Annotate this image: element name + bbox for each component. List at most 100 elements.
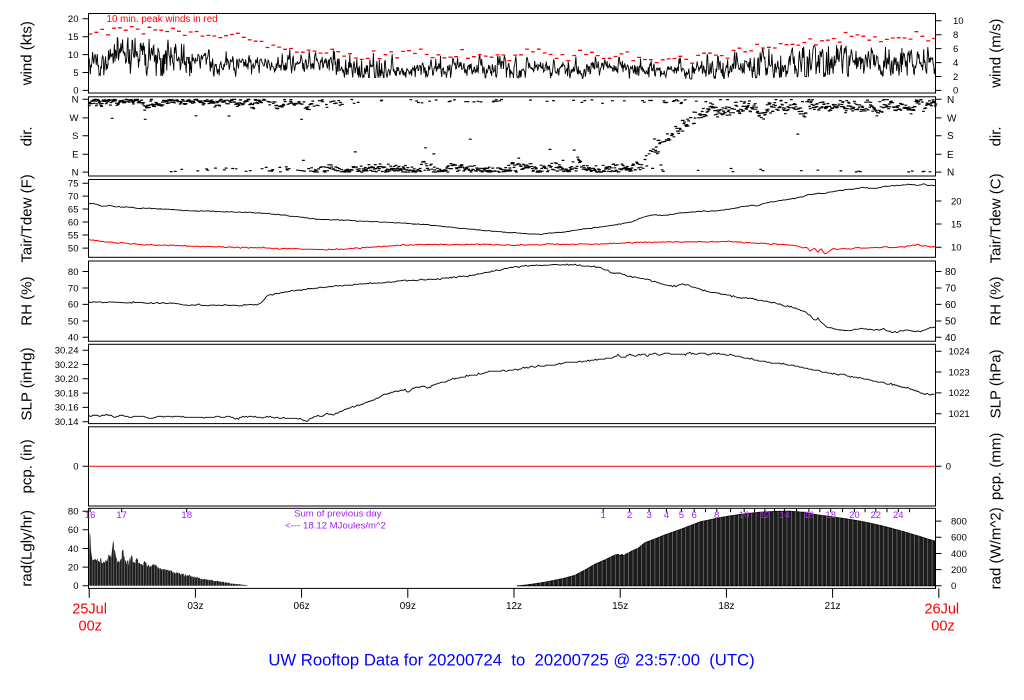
svg-text:10 min. peak winds in red: 10 min. peak winds in red [107,14,218,25]
svg-text:30.20: 30.20 [55,374,79,385]
svg-text:09z: 09z [400,601,416,612]
svg-text:24: 24 [893,510,904,521]
svg-text:18z: 18z [718,601,734,612]
svg-text:60: 60 [68,217,79,228]
svg-text:UW Rooftop Data for 20200724: UW Rooftop Data for 20200724 to 20200725… [268,651,754,670]
svg-text:2: 2 [953,72,958,83]
svg-text:60: 60 [945,300,957,311]
svg-text:16: 16 [804,510,815,521]
svg-text:4: 4 [664,510,669,521]
svg-text:5: 5 [679,510,684,521]
svg-text:50: 50 [68,243,79,254]
svg-text:N: N [72,167,79,178]
svg-text:dir.: dir. [988,126,1005,146]
svg-text:400: 400 [951,549,967,560]
svg-text:E: E [72,150,78,161]
svg-text:00z: 00z [931,619,954,635]
svg-text:Tair/Tdew (F): Tair/Tdew (F) [19,174,36,262]
svg-text:30.24: 30.24 [55,346,79,357]
svg-text:25Jul: 25Jul [72,602,107,618]
svg-text:pcp. (in): pcp. (in) [19,439,36,493]
svg-text:14: 14 [779,510,790,521]
svg-text:70: 70 [68,283,79,294]
svg-text:40: 40 [68,544,79,555]
svg-text:00z: 00z [79,619,102,635]
svg-text:pcp. (mm): pcp. (mm) [988,433,1005,501]
svg-text:18: 18 [181,510,192,521]
svg-text:RH (%): RH (%) [19,277,36,326]
svg-text:10: 10 [739,510,750,521]
svg-text:3: 3 [646,510,651,521]
svg-text:17: 17 [116,510,127,521]
svg-text:22: 22 [871,510,882,521]
svg-text:5: 5 [73,68,78,79]
svg-text:10: 10 [951,243,962,254]
svg-text:1: 1 [601,510,606,521]
svg-text:Sum of previous day: Sum of previous day [294,509,382,520]
svg-text:10: 10 [68,50,79,61]
svg-text:15: 15 [68,32,79,43]
svg-text:50: 50 [945,317,957,328]
svg-text:18: 18 [825,510,836,521]
svg-text:600: 600 [951,533,967,544]
svg-text:N: N [72,95,79,106]
svg-text:65: 65 [68,204,79,215]
svg-text:40: 40 [68,333,79,344]
svg-text:S: S [72,131,78,142]
svg-text:60: 60 [68,525,79,536]
svg-text:70: 70 [68,191,79,202]
svg-text:75: 75 [68,179,79,190]
svg-text:03z: 03z [187,601,203,612]
svg-text:80: 80 [68,267,79,278]
svg-text:12z: 12z [506,601,522,612]
svg-text:1024: 1024 [949,347,970,358]
svg-text:21z: 21z [825,601,841,612]
svg-text:wind (m/s): wind (m/s) [988,19,1005,89]
svg-text:E: E [947,150,954,161]
svg-text:N: N [947,95,954,106]
svg-text:W: W [947,113,957,124]
svg-text:S: S [947,131,954,142]
svg-text:8: 8 [953,30,958,41]
svg-text:800: 800 [951,516,967,527]
svg-text:20: 20 [68,14,79,25]
svg-text:0: 0 [953,86,958,97]
svg-text:1021: 1021 [949,409,970,420]
svg-text:30.18: 30.18 [55,388,79,399]
svg-text:6: 6 [953,44,958,55]
svg-text:80: 80 [68,507,79,518]
svg-text:2: 2 [627,510,632,521]
svg-text:<--- 18.12 MJoules/m^2: <--- 18.12 MJoules/m^2 [285,520,386,531]
svg-text:1022: 1022 [949,388,970,399]
svg-text:SLP (inHg): SLP (inHg) [19,347,36,420]
svg-text:26Jul: 26Jul [924,602,959,618]
svg-text:8: 8 [714,510,719,521]
svg-text:SLP (hPa): SLP (hPa) [988,349,1005,418]
svg-text:0: 0 [73,86,78,97]
svg-text:40: 40 [945,333,957,344]
svg-text:30.22: 30.22 [55,360,79,371]
svg-text:30.16: 30.16 [55,403,79,414]
svg-text:0: 0 [951,581,956,592]
svg-text:dir.: dir. [19,126,36,146]
svg-text:60: 60 [68,300,79,311]
svg-text:6: 6 [692,510,697,521]
svg-text:50: 50 [68,316,79,327]
svg-text:16: 16 [85,510,96,521]
svg-text:10: 10 [953,16,964,27]
svg-text:wind (kts): wind (kts) [19,21,36,86]
svg-text:20: 20 [951,196,962,207]
svg-text:Tair/Tdew (C): Tair/Tdew (C) [988,173,1005,263]
svg-text:0: 0 [73,581,78,592]
svg-text:15: 15 [951,219,962,230]
svg-text:W: W [70,113,79,124]
svg-text:30.14: 30.14 [55,417,79,428]
svg-text:55: 55 [68,230,79,241]
svg-text:0: 0 [946,462,951,473]
svg-text:200: 200 [951,565,967,576]
svg-text:N: N [947,168,954,179]
svg-text:06z: 06z [294,601,310,612]
svg-text:70: 70 [945,284,957,295]
svg-text:RH (%): RH (%) [988,277,1005,326]
svg-text:20: 20 [68,562,79,573]
